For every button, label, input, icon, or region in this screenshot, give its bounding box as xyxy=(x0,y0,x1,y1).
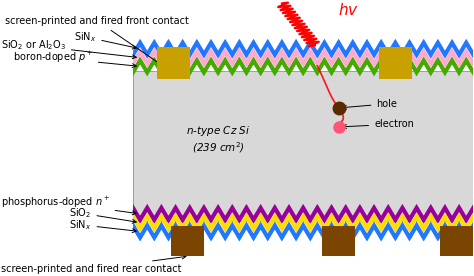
Text: SiN$_x$: SiN$_x$ xyxy=(69,218,137,233)
Bar xyxy=(379,47,412,79)
Bar xyxy=(133,71,474,221)
Text: screen-printed and fired front contact: screen-printed and fired front contact xyxy=(5,16,189,69)
Polygon shape xyxy=(133,221,474,242)
Text: screen-printed and fired rear contact: screen-printed and fired rear contact xyxy=(0,255,186,274)
Bar xyxy=(171,226,204,256)
Bar xyxy=(440,226,474,256)
Polygon shape xyxy=(133,213,474,233)
Bar xyxy=(322,226,355,256)
Text: SiO$_2$ or Al$_2$O$_3$: SiO$_2$ or Al$_2$O$_3$ xyxy=(0,39,136,59)
Text: phosphorus-doped $n^+$: phosphorus-doped $n^+$ xyxy=(0,195,137,215)
Text: $hv$: $hv$ xyxy=(337,2,358,18)
Polygon shape xyxy=(133,48,474,68)
Text: SiO$_2$: SiO$_2$ xyxy=(69,206,137,223)
Text: $n$-type Cz Si
(239 cm$^2$): $n$-type Cz Si (239 cm$^2$) xyxy=(186,124,250,155)
Polygon shape xyxy=(133,204,474,224)
Text: SiN$_x$: SiN$_x$ xyxy=(74,30,137,49)
Text: hole: hole xyxy=(342,99,397,109)
Text: electron: electron xyxy=(343,119,414,129)
Bar xyxy=(156,47,190,79)
Text: boron-doped $p^+$: boron-doped $p^+$ xyxy=(12,50,136,68)
Polygon shape xyxy=(133,39,474,59)
Polygon shape xyxy=(133,56,474,76)
